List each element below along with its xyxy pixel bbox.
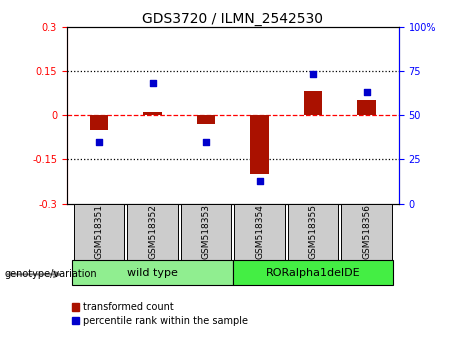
- Text: RORalpha1delDE: RORalpha1delDE: [266, 268, 361, 278]
- Text: GSM518356: GSM518356: [362, 204, 371, 259]
- Text: genotype/variation: genotype/variation: [5, 269, 97, 279]
- Point: [363, 89, 370, 95]
- Bar: [143, 112, 162, 115]
- Text: wild type: wild type: [127, 268, 178, 278]
- Text: GSM518353: GSM518353: [201, 204, 211, 259]
- Bar: [89, 115, 108, 130]
- Bar: [72, 260, 233, 285]
- Title: GDS3720 / ILMN_2542530: GDS3720 / ILMN_2542530: [142, 12, 323, 25]
- Bar: [197, 115, 215, 124]
- Bar: [74, 204, 124, 260]
- Bar: [233, 260, 393, 285]
- Point: [202, 139, 210, 144]
- Point: [149, 80, 156, 86]
- Point: [309, 72, 317, 77]
- Bar: [234, 204, 285, 260]
- Legend: transformed count, percentile rank within the sample: transformed count, percentile rank withi…: [72, 302, 248, 326]
- Point: [95, 139, 103, 144]
- Point: [256, 178, 263, 183]
- Bar: [342, 204, 392, 260]
- Bar: [288, 204, 338, 260]
- Bar: [250, 115, 269, 174]
- Text: GSM518351: GSM518351: [95, 204, 103, 259]
- Bar: [127, 204, 177, 260]
- Bar: [304, 91, 323, 115]
- Text: GSM518352: GSM518352: [148, 204, 157, 259]
- Bar: [357, 100, 376, 115]
- Bar: [181, 204, 231, 260]
- Text: GSM518355: GSM518355: [308, 204, 318, 259]
- Text: GSM518354: GSM518354: [255, 204, 264, 259]
